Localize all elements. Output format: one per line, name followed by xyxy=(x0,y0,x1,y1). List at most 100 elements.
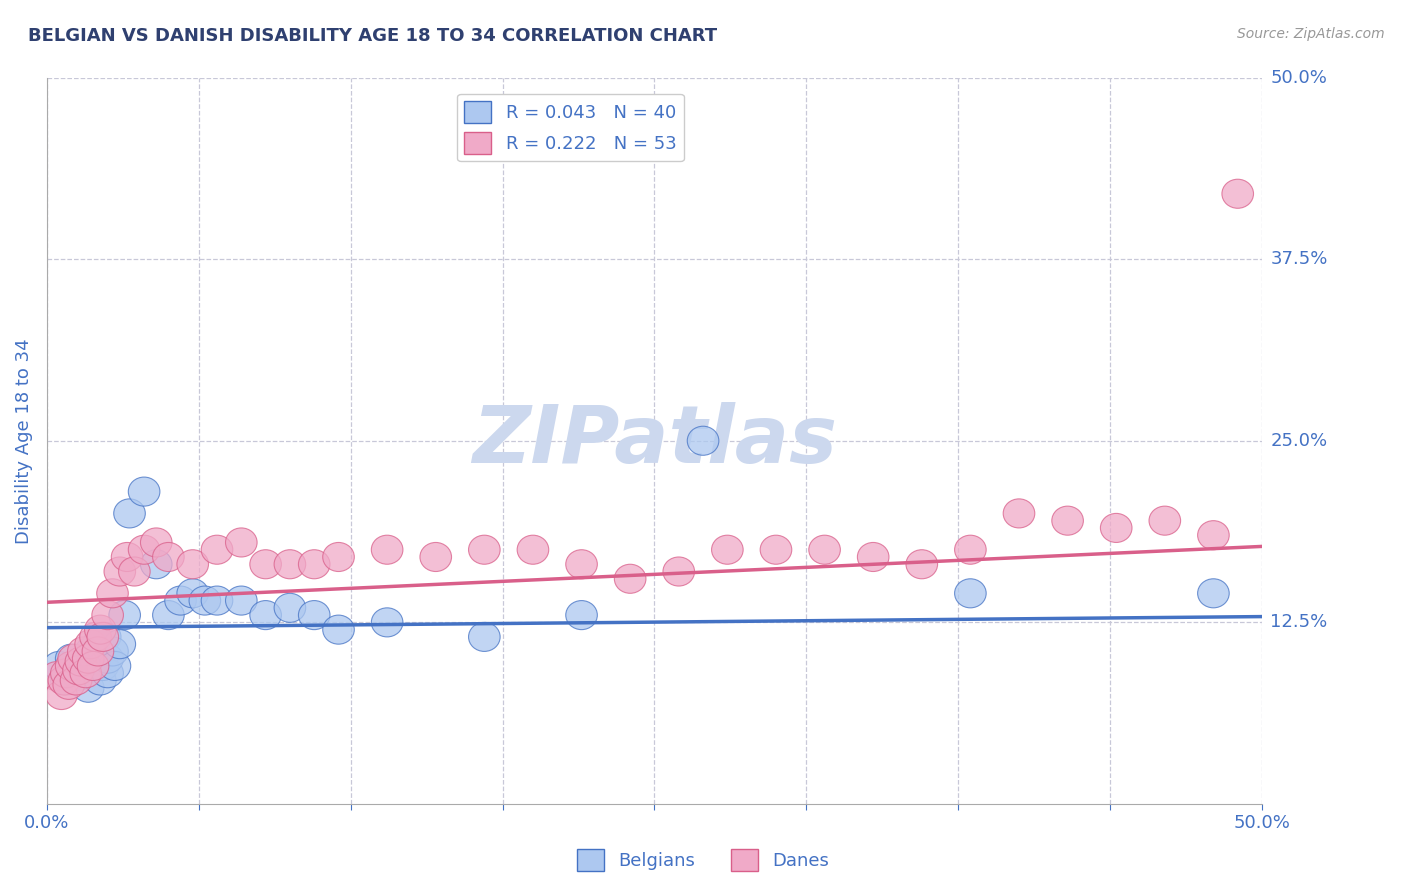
Ellipse shape xyxy=(274,549,305,579)
Ellipse shape xyxy=(761,535,792,565)
Ellipse shape xyxy=(201,535,233,565)
Ellipse shape xyxy=(91,600,124,630)
Ellipse shape xyxy=(1198,579,1229,607)
Ellipse shape xyxy=(48,666,80,695)
Ellipse shape xyxy=(201,586,233,615)
Ellipse shape xyxy=(565,549,598,579)
Ellipse shape xyxy=(67,637,100,666)
Ellipse shape xyxy=(177,549,208,579)
Ellipse shape xyxy=(53,670,84,699)
Ellipse shape xyxy=(90,623,121,651)
Ellipse shape xyxy=(63,656,94,685)
Ellipse shape xyxy=(70,658,101,688)
Ellipse shape xyxy=(298,600,330,630)
Ellipse shape xyxy=(1004,499,1035,528)
Y-axis label: Disability Age 18 to 34: Disability Age 18 to 34 xyxy=(15,338,32,543)
Text: 50.0%: 50.0% xyxy=(1271,69,1327,87)
Ellipse shape xyxy=(84,615,117,644)
Text: 25.0%: 25.0% xyxy=(1271,432,1327,450)
Ellipse shape xyxy=(44,651,75,681)
Text: BELGIAN VS DANISH DISABILITY AGE 18 TO 34 CORRELATION CHART: BELGIAN VS DANISH DISABILITY AGE 18 TO 3… xyxy=(28,27,717,45)
Ellipse shape xyxy=(87,623,118,651)
Ellipse shape xyxy=(323,615,354,644)
Ellipse shape xyxy=(955,579,986,607)
Ellipse shape xyxy=(51,658,82,688)
Ellipse shape xyxy=(955,535,986,565)
Ellipse shape xyxy=(225,528,257,557)
Ellipse shape xyxy=(114,499,145,528)
Ellipse shape xyxy=(153,542,184,572)
Ellipse shape xyxy=(75,637,107,666)
Text: Source: ZipAtlas.com: Source: ZipAtlas.com xyxy=(1237,27,1385,41)
Ellipse shape xyxy=(711,535,744,565)
Ellipse shape xyxy=(65,647,97,676)
Ellipse shape xyxy=(128,477,160,506)
Ellipse shape xyxy=(1222,179,1254,209)
Ellipse shape xyxy=(905,549,938,579)
Ellipse shape xyxy=(104,630,135,658)
Ellipse shape xyxy=(104,557,135,586)
Ellipse shape xyxy=(323,542,354,572)
Ellipse shape xyxy=(41,662,72,690)
Ellipse shape xyxy=(80,644,111,673)
Ellipse shape xyxy=(80,623,111,651)
Ellipse shape xyxy=(97,637,128,666)
Ellipse shape xyxy=(468,623,501,651)
Legend: R = 0.043   N = 40, R = 0.222   N = 53: R = 0.043 N = 40, R = 0.222 N = 53 xyxy=(457,94,683,161)
Ellipse shape xyxy=(141,528,172,557)
Ellipse shape xyxy=(51,666,82,695)
Ellipse shape xyxy=(808,535,841,565)
Ellipse shape xyxy=(1198,521,1229,549)
Ellipse shape xyxy=(55,644,87,673)
Ellipse shape xyxy=(82,630,114,658)
Ellipse shape xyxy=(84,666,117,695)
Ellipse shape xyxy=(75,651,107,681)
Ellipse shape xyxy=(70,651,101,681)
Ellipse shape xyxy=(1101,514,1132,542)
Ellipse shape xyxy=(565,600,598,630)
Legend: Belgians, Danes: Belgians, Danes xyxy=(569,842,837,879)
Ellipse shape xyxy=(55,651,87,681)
Ellipse shape xyxy=(100,651,131,681)
Ellipse shape xyxy=(118,557,150,586)
Ellipse shape xyxy=(111,542,143,572)
Ellipse shape xyxy=(274,593,305,623)
Ellipse shape xyxy=(45,681,77,709)
Ellipse shape xyxy=(468,535,501,565)
Ellipse shape xyxy=(371,535,404,565)
Ellipse shape xyxy=(688,426,718,455)
Ellipse shape xyxy=(75,630,107,658)
Ellipse shape xyxy=(82,637,114,666)
Ellipse shape xyxy=(128,535,160,565)
Ellipse shape xyxy=(108,600,141,630)
Ellipse shape xyxy=(97,579,128,607)
Text: 37.5%: 37.5% xyxy=(1271,250,1327,268)
Ellipse shape xyxy=(298,549,330,579)
Ellipse shape xyxy=(87,651,118,681)
Ellipse shape xyxy=(63,662,94,690)
Ellipse shape xyxy=(420,542,451,572)
Ellipse shape xyxy=(188,586,221,615)
Ellipse shape xyxy=(141,549,172,579)
Ellipse shape xyxy=(177,579,208,607)
Ellipse shape xyxy=(77,651,108,681)
Ellipse shape xyxy=(371,607,404,637)
Ellipse shape xyxy=(517,535,548,565)
Ellipse shape xyxy=(91,644,124,673)
Ellipse shape xyxy=(60,658,91,688)
Ellipse shape xyxy=(250,549,281,579)
Ellipse shape xyxy=(72,673,104,702)
Ellipse shape xyxy=(72,644,104,673)
Ellipse shape xyxy=(91,658,124,688)
Ellipse shape xyxy=(153,600,184,630)
Text: 12.5%: 12.5% xyxy=(1271,614,1327,632)
Text: ZIPatlas: ZIPatlas xyxy=(472,401,837,480)
Ellipse shape xyxy=(250,600,281,630)
Ellipse shape xyxy=(165,586,197,615)
Ellipse shape xyxy=(858,542,889,572)
Ellipse shape xyxy=(614,565,645,593)
Ellipse shape xyxy=(1149,506,1181,535)
Ellipse shape xyxy=(1052,506,1084,535)
Ellipse shape xyxy=(60,666,91,695)
Ellipse shape xyxy=(67,656,100,685)
